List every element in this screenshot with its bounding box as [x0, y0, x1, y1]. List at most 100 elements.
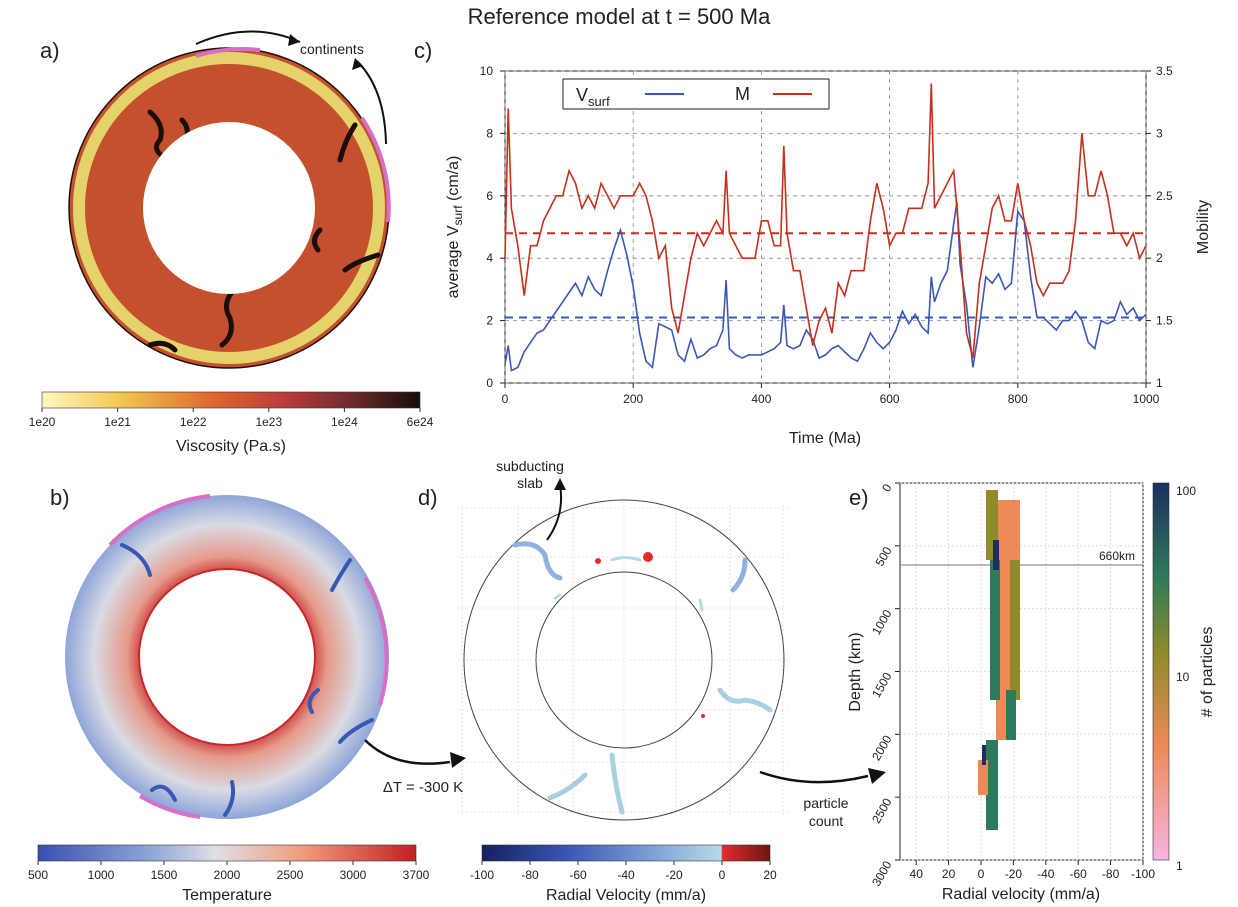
upwelling-particles: [701, 714, 705, 718]
continent-marker: [360, 116, 391, 223]
chart-y-tick-label: 10: [480, 64, 494, 78]
temperature-colorbar-ticks: 500 1000 1500 2000 2500 3000 3700: [28, 861, 430, 882]
particle-count-colorbar-tick-label: 1: [1176, 859, 1183, 873]
panel-c-letter: c): [414, 38, 432, 63]
chart-y2-tick-label: 1: [1156, 376, 1163, 390]
chart-x-tick-label: 800: [1008, 392, 1028, 406]
histogram-x-label: Radial velocity (mm/a): [942, 886, 1100, 903]
chart-y2-label: Mobility: [1195, 200, 1212, 254]
chart-y2-tick-label: 1.5: [1156, 314, 1173, 328]
legend-mobility-label: M: [735, 84, 750, 104]
panel-e: e) 660km 40 20 0 -20 -40 -60 -80 -100 0 500 1000 1…: [847, 481, 1216, 903]
continents-label: continents: [300, 41, 364, 57]
particle-count-colorbar-ticks: 100 10 1: [1176, 484, 1196, 873]
viscosity-colorbar: [41, 391, 421, 409]
legend-vsurf-label: Vsurf: [576, 85, 610, 109]
subducting-slabs-viscosity: [147, 109, 381, 353]
histogram-y-tick-label: 3000: [869, 858, 895, 888]
radial-velocity-tick-label: -20: [665, 868, 683, 882]
histogram-x-tick-label: 0: [978, 867, 985, 881]
radial-velocity-tick-label: -40: [617, 868, 635, 882]
chart-plot-area: [504, 70, 1147, 384]
chart-y2-tick-label: 3.5: [1156, 64, 1173, 78]
panel-c: c) 0 200 400 600 800 1000 0 2 4 6 8 10 1 1.5 2 2.5 3 3.…: [414, 38, 1212, 447]
temperature-tick-label: 500: [28, 868, 48, 882]
histogram-y-tick-label: 0: [879, 481, 895, 494]
continents-arrow: [195, 30, 301, 45]
histogram-x-tick-label: 20: [942, 867, 956, 881]
chart-y-tick-label: 0: [486, 376, 493, 390]
temperature-colorbar-label: Temperature: [182, 887, 272, 904]
particle-histogram-cells: [978, 490, 1020, 830]
viscosity-tick-label: 1e21: [104, 415, 131, 429]
chart-y-tick-label: 4: [486, 251, 493, 265]
cold-slabs-temperature: [120, 543, 374, 817]
chart-y-tick-label: 6: [486, 189, 493, 203]
histogram-x-tick-label: -80: [1102, 867, 1120, 881]
particle-count-label-line2: count: [809, 813, 843, 829]
histogram-x-tick-label: -60: [1070, 867, 1088, 881]
temperature-core: [139, 569, 315, 745]
histogram-x-tick-label: -20: [1005, 867, 1023, 881]
histogram-y-label: Depth (km): [847, 632, 864, 711]
viscosity-colorbar-label: Viscosity (Pa.s): [176, 438, 286, 455]
radial-velocity-grid: [458, 505, 790, 815]
viscosity-tick-label: 1e24: [331, 415, 358, 429]
temperature-tick-label: 1000: [88, 868, 115, 882]
chart-y2-tick-label: 2.5: [1156, 189, 1173, 203]
histogram-gridlines: [900, 482, 1144, 861]
delta-t-label: ΔT = -300 K: [383, 779, 463, 796]
panel-b-letter: b): [50, 485, 70, 510]
histogram-x-tick-label: -100: [1131, 867, 1155, 881]
histogram-x-tick-label: -40: [1037, 867, 1055, 881]
vsurf-series-line: [504, 201, 1147, 372]
panel-b: b) 500 1000 1500 2000 2500 3000 3700 Temperatu…: [28, 485, 430, 904]
chart-y-label: average Vsurf (cm/a): [445, 156, 465, 299]
histogram-y-tick-label: 2000: [869, 733, 895, 763]
radial-velocity-tick-label: 0: [719, 868, 726, 882]
histogram-x-tick-label: 40: [910, 867, 924, 881]
radial-velocity-colorbar: [481, 844, 771, 862]
radial-velocity-tick-label: -100: [470, 868, 494, 882]
radial-velocity-colorbar-label: Radial Velocity (mm/a): [546, 887, 706, 904]
chart-y2-ticks: 1 1.5 2 2.5 3 3.5: [1146, 64, 1173, 390]
temperature-tick-label: 1500: [151, 868, 178, 882]
radial-velocity-tick-label: 20: [763, 868, 777, 882]
chart-y2-tick-label: 3: [1156, 126, 1163, 140]
figure-title: Reference model at t = 500 Ma: [468, 4, 771, 29]
radial-velocity-tick-label: -60: [569, 868, 587, 882]
subducting-slab-arrow: [546, 484, 563, 541]
histogram-y-tick-label: 500: [872, 544, 894, 569]
chart-x-tick-label: 400: [751, 392, 771, 406]
chart-y-tick-label: 8: [486, 126, 493, 140]
chart-y-tick-label: 2: [486, 314, 493, 328]
chart-x-tick-label: 1000: [1133, 392, 1160, 406]
particle-count-colorbar-tick-label: 100: [1176, 484, 1196, 498]
upwelling-particles: [643, 552, 653, 562]
histogram-y-tick-label: 1500: [869, 670, 895, 700]
panel-a-letter: a): [40, 38, 60, 63]
viscosity-tick-label: 1e22: [180, 415, 207, 429]
viscosity-tick-label: 1e23: [255, 415, 282, 429]
delta-t-arrow: [364, 739, 451, 765]
particle-count-colorbar-label: # of particles: [1199, 627, 1216, 718]
chart-x-tick-label: 0: [502, 392, 509, 406]
chart-y-ticks: 0 2 4 6 8 10: [480, 64, 505, 390]
particle-count-arrow: [759, 770, 869, 784]
temperature-tick-label: 3000: [340, 868, 367, 882]
chart-x-tick-label: 200: [623, 392, 643, 406]
temperature-tick-label: 3700: [403, 868, 430, 882]
viscosity-tick-label: 6e24: [407, 415, 434, 429]
temperature-tick-label: 2500: [277, 868, 304, 882]
chart-x-ticks: 0 200 400 600 800 1000: [502, 383, 1160, 406]
slab-particles: [512, 541, 773, 815]
viscosity-colorbar-ticks: 1e20 1e21 1e22 1e23 1e24 6e24: [29, 408, 434, 429]
panel-d: d) subducting slab: [364, 458, 886, 904]
chart-x-tick-label: 600: [880, 392, 900, 406]
histogram-y-tick-label: 1000: [869, 607, 895, 637]
histogram-y-ticks: 0 500 1000 1500 2000 2500 3000: [869, 481, 900, 889]
histogram-y-tick-label: 2500: [869, 795, 895, 825]
particle-count-label-line1: particle: [803, 795, 848, 811]
upwelling-particles: [595, 558, 601, 564]
